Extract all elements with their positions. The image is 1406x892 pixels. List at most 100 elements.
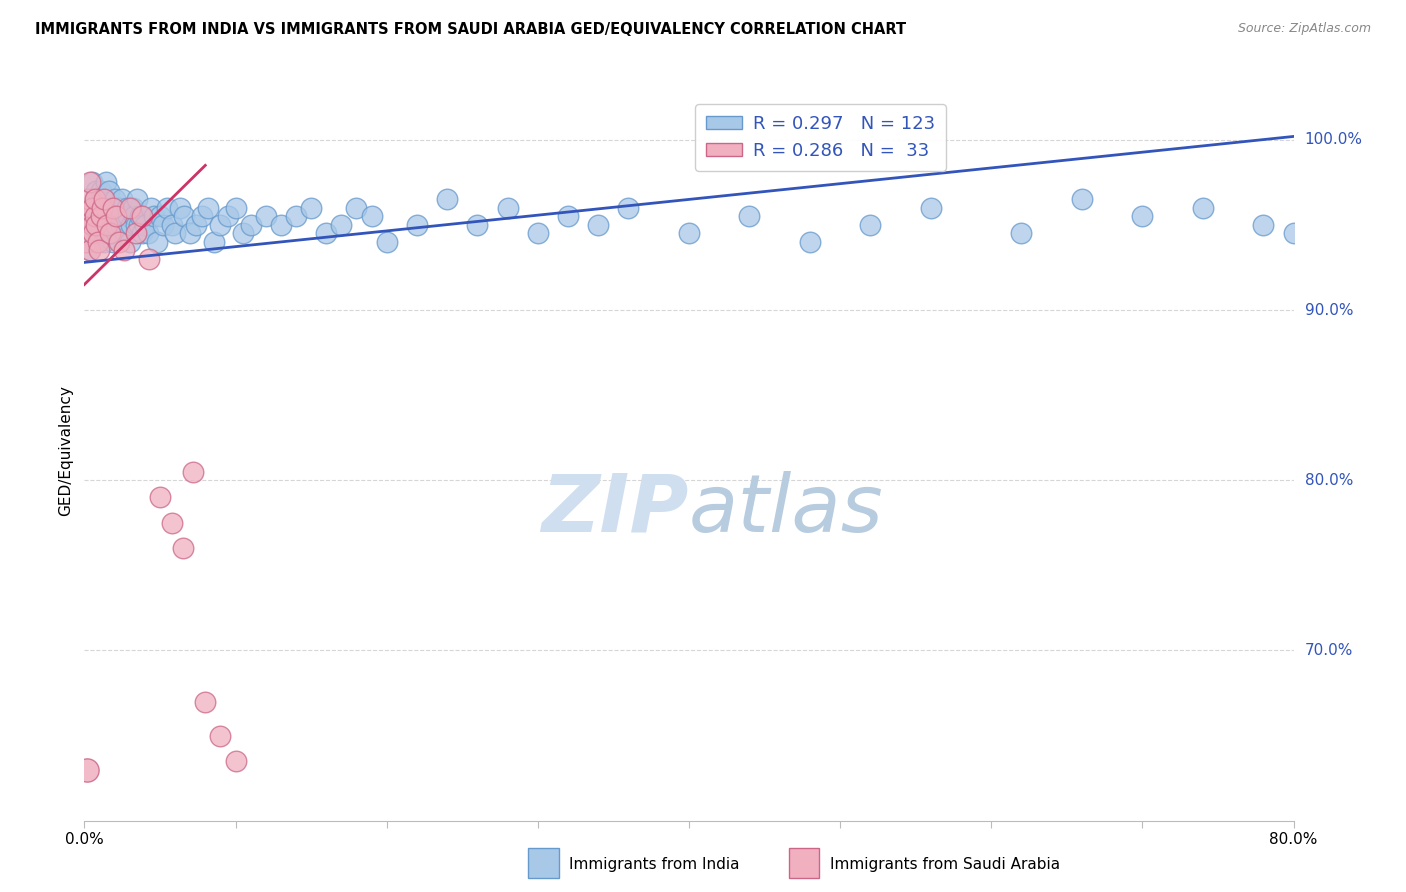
Point <box>98 227 121 241</box>
Point <box>557 210 579 224</box>
Point <box>105 210 128 224</box>
Text: ZIP: ZIP <box>541 471 689 549</box>
Point <box>101 201 124 215</box>
Point <box>104 193 127 207</box>
Point <box>406 218 429 232</box>
Point <box>209 729 232 743</box>
Point <box>98 227 121 241</box>
Point <box>76 210 98 224</box>
Point <box>90 184 112 198</box>
Point <box>225 754 247 768</box>
Point <box>467 218 489 232</box>
Point <box>107 201 129 215</box>
Point <box>375 235 398 249</box>
Point <box>79 244 101 258</box>
Point <box>136 227 159 241</box>
Point <box>254 210 277 224</box>
Point <box>1282 227 1305 241</box>
Point <box>920 201 942 215</box>
Point <box>111 193 134 207</box>
Point <box>86 218 108 232</box>
Point <box>79 244 101 258</box>
Point <box>86 210 108 224</box>
Y-axis label: GED/Equivalency: GED/Equivalency <box>58 385 73 516</box>
Point <box>217 210 239 224</box>
Point <box>105 218 128 232</box>
Point <box>89 218 111 232</box>
Point <box>1132 210 1154 224</box>
Point <box>202 235 225 249</box>
Point <box>93 218 115 232</box>
Point <box>1192 201 1215 215</box>
Text: Immigrants from India: Immigrants from India <box>569 857 740 872</box>
Point <box>80 201 103 215</box>
Point <box>108 210 131 224</box>
Point <box>156 201 179 215</box>
Point <box>93 193 115 207</box>
Point <box>115 201 138 215</box>
Point <box>108 201 131 215</box>
Point <box>799 235 821 249</box>
Point <box>96 201 118 215</box>
Point <box>179 227 201 241</box>
Point <box>738 210 761 224</box>
Text: Source: ZipAtlas.com: Source: ZipAtlas.com <box>1237 22 1371 36</box>
Point <box>76 763 98 777</box>
Point <box>94 175 117 189</box>
Point <box>1403 210 1406 224</box>
Point <box>149 490 172 504</box>
Point <box>436 193 458 207</box>
Point <box>617 201 640 215</box>
Text: 100.0%: 100.0% <box>1305 132 1362 147</box>
Point <box>239 218 262 232</box>
Point <box>191 210 214 224</box>
Point <box>165 227 187 241</box>
Point <box>139 201 162 215</box>
Point <box>87 235 110 249</box>
Point <box>1313 193 1336 207</box>
Point <box>197 201 219 215</box>
Point <box>1071 193 1094 207</box>
Point <box>80 218 103 232</box>
Point <box>315 227 337 241</box>
Point <box>209 218 232 232</box>
Point <box>108 235 131 249</box>
Point <box>225 201 247 215</box>
Legend: R = 0.297   N = 123, R = 0.286   N =  33: R = 0.297 N = 123, R = 0.286 N = 33 <box>695 104 946 170</box>
Point <box>91 210 114 224</box>
Point <box>172 541 194 556</box>
Point <box>270 218 292 232</box>
Text: 70.0%: 70.0% <box>1305 643 1353 658</box>
Point <box>527 227 550 241</box>
Point <box>1253 218 1275 232</box>
Point <box>80 175 103 189</box>
Point <box>169 201 191 215</box>
Point <box>152 218 174 232</box>
Point <box>97 184 120 198</box>
Point <box>134 218 156 232</box>
Point <box>122 210 145 224</box>
Point <box>84 193 107 207</box>
Point <box>84 235 107 249</box>
Point <box>496 201 519 215</box>
Point <box>120 218 142 232</box>
Point <box>96 227 118 241</box>
Text: 90.0%: 90.0% <box>1305 302 1353 318</box>
Point <box>112 218 135 232</box>
Point <box>330 218 353 232</box>
Point <box>128 218 150 232</box>
Text: IMMIGRANTS FROM INDIA VS IMMIGRANTS FROM SAUDI ARABIA GED/EQUIVALENCY CORRELATIO: IMMIGRANTS FROM INDIA VS IMMIGRANTS FROM… <box>35 22 907 37</box>
Point <box>588 218 610 232</box>
Point <box>100 210 122 224</box>
Point <box>87 227 110 241</box>
Point <box>86 184 108 198</box>
Point <box>79 175 101 189</box>
Point <box>678 227 700 241</box>
Point <box>360 210 382 224</box>
Point <box>232 227 254 241</box>
Point <box>173 210 195 224</box>
Point <box>1011 227 1033 241</box>
Point <box>80 201 103 215</box>
Point <box>149 210 172 224</box>
Point <box>89 201 111 215</box>
